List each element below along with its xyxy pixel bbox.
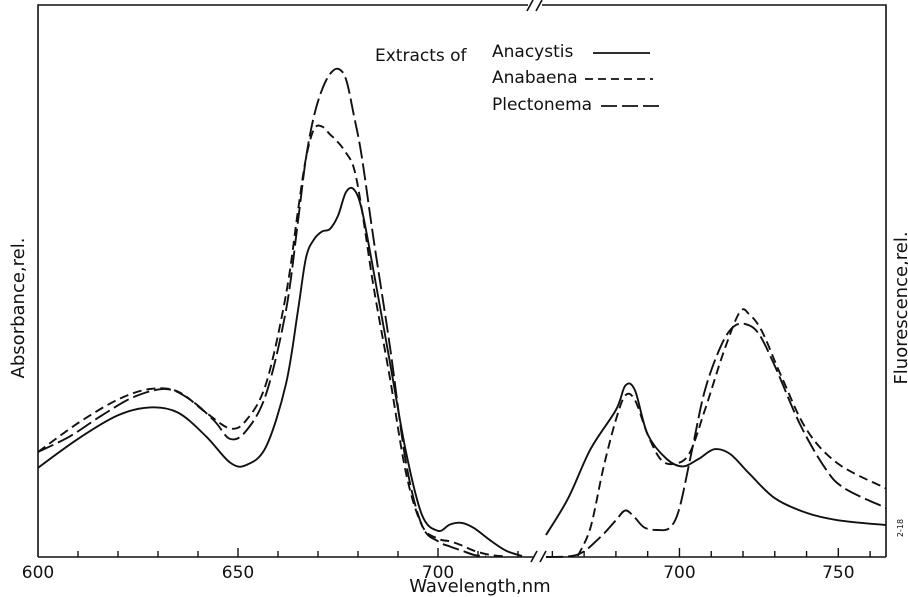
x-axis-title: Wavelength,nm: [409, 576, 550, 597]
series-line-anabaena-fluorescence: [576, 308, 887, 557]
series-line-anacystis-fluorescence: [545, 382, 887, 536]
x-tick-label: 700: [663, 563, 695, 583]
series-line-anacystis-absorbance: [37, 186, 523, 557]
plot-frame: [37, 4, 887, 557]
x-ticks: 600 650 700 700 750: [22, 548, 871, 583]
x-tick-label: 700: [422, 563, 454, 583]
series-line-plectonema-fluorescence: [545, 322, 887, 558]
corner-note: 2-18: [896, 519, 905, 537]
axis-break-top: [526, 0, 543, 12]
legend-heading: Extracts of: [375, 46, 468, 66]
y-axis-title-right: Fluorescence,rel.: [891, 231, 908, 384]
series-layer: [37, 67, 887, 558]
legend-label-anabaena: Anabaena: [492, 68, 578, 88]
x-tick-label: 750: [822, 563, 854, 583]
legend-label-plectonema: Plectonema: [492, 95, 592, 115]
legend: Extracts of Anacystis Anabaena Plectonem…: [375, 42, 660, 115]
series-line-plectonema-absorbance: [37, 67, 487, 558]
series-line-anabaena-absorbance: [37, 124, 507, 558]
axis-break-bottom: [530, 550, 547, 563]
y-axis-title-left: Absorbance,rel.: [8, 238, 29, 379]
x-tick-label: 600: [22, 563, 54, 583]
legend-label-anacystis: Anacystis: [492, 42, 573, 62]
x-tick-label: 650: [222, 563, 254, 583]
